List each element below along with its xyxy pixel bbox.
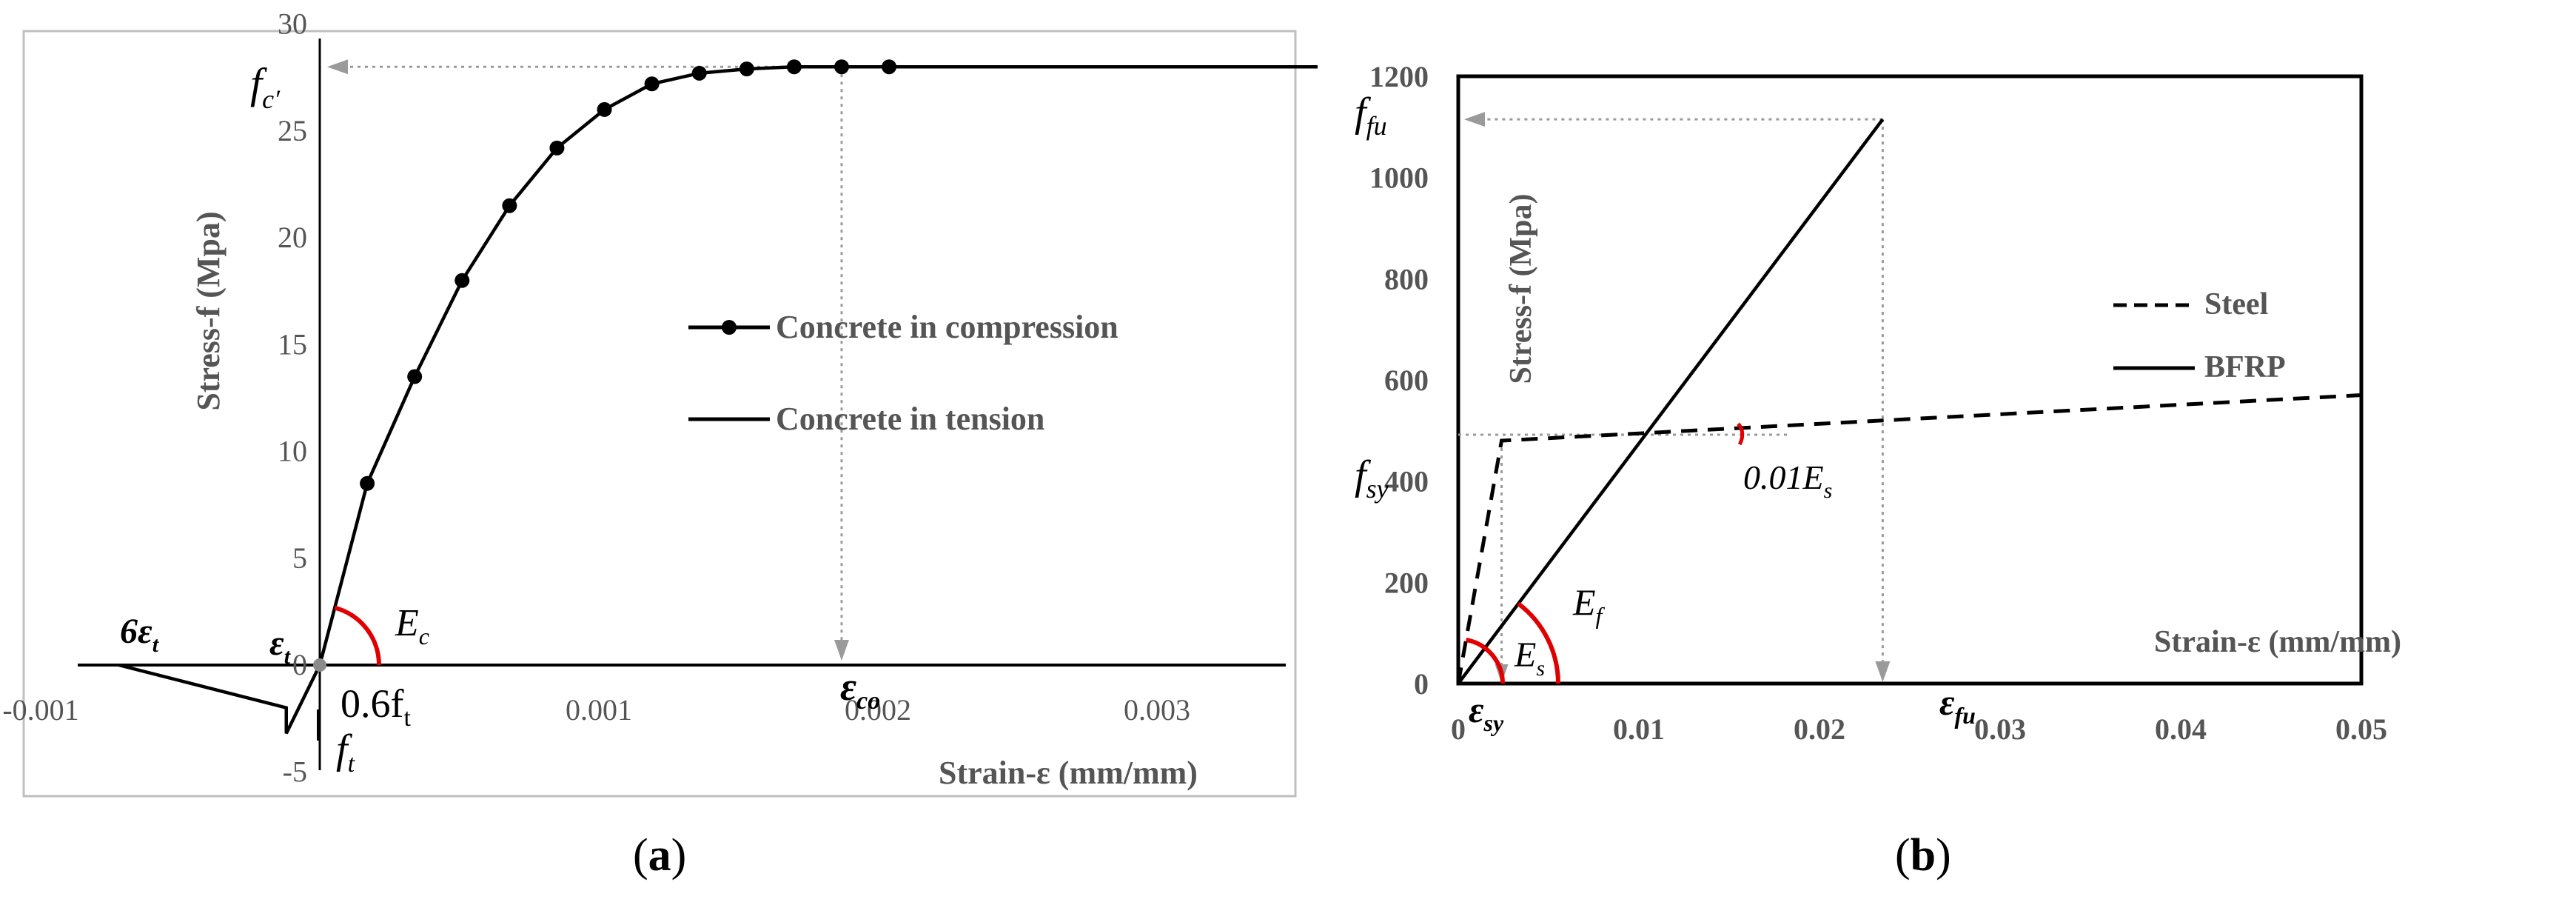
chart-a-x-tick-label: 0.003 [1124,693,1190,727]
chart-b-y-tick-label: 0 [1414,667,1429,701]
et6-label: 6εt [120,612,160,657]
compression-data-point [455,273,470,288]
fc-label: fc′ [250,59,281,114]
chart-a-y-axis-title: Stress-f (Mpa) [190,211,227,410]
compression-data-point [833,59,849,75]
compression-data-point [549,140,565,156]
legend-compression-marker [722,320,737,335]
chart-b-x-tick-label: 0.03 [1974,712,2026,746]
chart-a-y-tick-label: 25 [278,114,307,147]
series-bfrp-line [1457,118,1885,685]
ft-label: ft [336,727,356,778]
chart-b-y-tick-label: 600 [1384,364,1429,397]
legend-bfrp-label: BFRP [2204,350,2286,384]
chart-a-x-axis-title: Strain-ε (mm/mm) [939,755,1198,791]
chart-b-y-tick-label: 1000 [1369,161,1429,195]
ft06-label: 0.6ft [341,681,411,732]
esy-label: εsy [1469,689,1504,736]
chart-b-x-tick-label: 0.01 [1613,712,1665,746]
chart-a-y-tick-label: 0 [292,648,307,681]
chart-b-x-axis-title: Strain-ε (mm/mm) [2154,625,2401,659]
chart-b-y-axis-title: Stress-f (Mpa) [1504,193,1538,384]
es-label: Es [1514,635,1545,681]
chart-a-guides [342,65,843,644]
chart-a-y-tick-label: 10 [278,435,307,468]
chart-b-y-tick-label: 1200 [1369,60,1429,93]
chart-a-legend: Concrete in compression Concrete in tens… [688,309,1118,437]
eco-label: εco [840,664,880,715]
chart-b-x-tick-label: 0.04 [2155,712,2207,746]
chart-a-y-tick-label: 5 [292,541,307,575]
chart-b-plot-frame [1456,74,2364,686]
et-label: εt [269,624,292,669]
chart-b-x-tick-label: 0 [1451,712,1466,746]
series-concrete-tension-line [118,663,322,735]
compression-data-point [360,475,375,491]
compression-data-point [644,76,660,92]
compression-data-point [597,101,612,117]
legend-compression-label: Concrete in compression [776,309,1118,345]
compression-data-point [739,61,754,77]
chart-b-y-tick-label: 800 [1384,262,1429,295]
ffu-guide-arrowhead [1464,112,1485,127]
chart-a-frame [22,30,1297,798]
eco-guide-arrowhead [833,640,849,661]
chart-a-y-tick-label: 20 [278,221,307,254]
ec-label: Ec [395,602,429,649]
chart-a-x-tick-label: 0.001 [566,693,632,727]
es-angle-arc [1465,637,1505,684]
legend-tension-label: Concrete in tension [776,401,1044,437]
e001-label: 0.01Es [1743,458,1832,503]
compression-data-point [882,59,897,75]
compression-data-point [407,369,423,384]
origin-marker [313,658,326,672]
chart-a-y-tick-label: 30 [278,7,307,41]
ffu-label: ffu [1355,90,1387,141]
chart-b: 0 200 400 600 800 1000 1200 0 0.01 0.02 0.03 0.04 0… [1355,60,2401,746]
chart-b-y-tick-label: 400 [1384,465,1429,498]
series-concrete-compression-markers [360,59,897,491]
compression-data-point [502,198,517,213]
chart-a-x-tick-label: 0.002 [845,693,911,727]
fsy-label: fsy [1355,452,1389,504]
post-yield-angle-arc [1737,422,1745,446]
series-concrete-compression-line [318,64,1318,666]
chart-b-x-tick-label: 0.02 [1794,712,1845,746]
ef-label: Ef [1572,581,1606,629]
chart-a-y-tick-label: -5 [283,755,307,788]
efu-label: εfu [1939,681,1976,729]
caption-b: (b) [1895,830,1951,881]
caption-a: (a) [633,830,687,881]
ef-angle-arc [1517,601,1560,684]
compression-data-point [691,65,707,81]
chart-a-y-tick-label: 15 [278,327,307,361]
chart-b-y-tick-label: 200 [1384,566,1429,599]
series-steel-line [1456,393,2362,684]
chart-b-x-tick-label: 0.05 [2335,712,2387,746]
compression-data-point [786,59,802,75]
ec-angle-arc [334,605,381,666]
efu-guide-arrowhead [1875,661,1891,682]
legend-steel-label: Steel [2204,287,2268,321]
fc-guide-arrowhead [327,59,348,75]
chart-a-x-tick-label: -0.001 [2,693,78,727]
chart-b-legend: Steel BFRP [2113,287,2286,384]
